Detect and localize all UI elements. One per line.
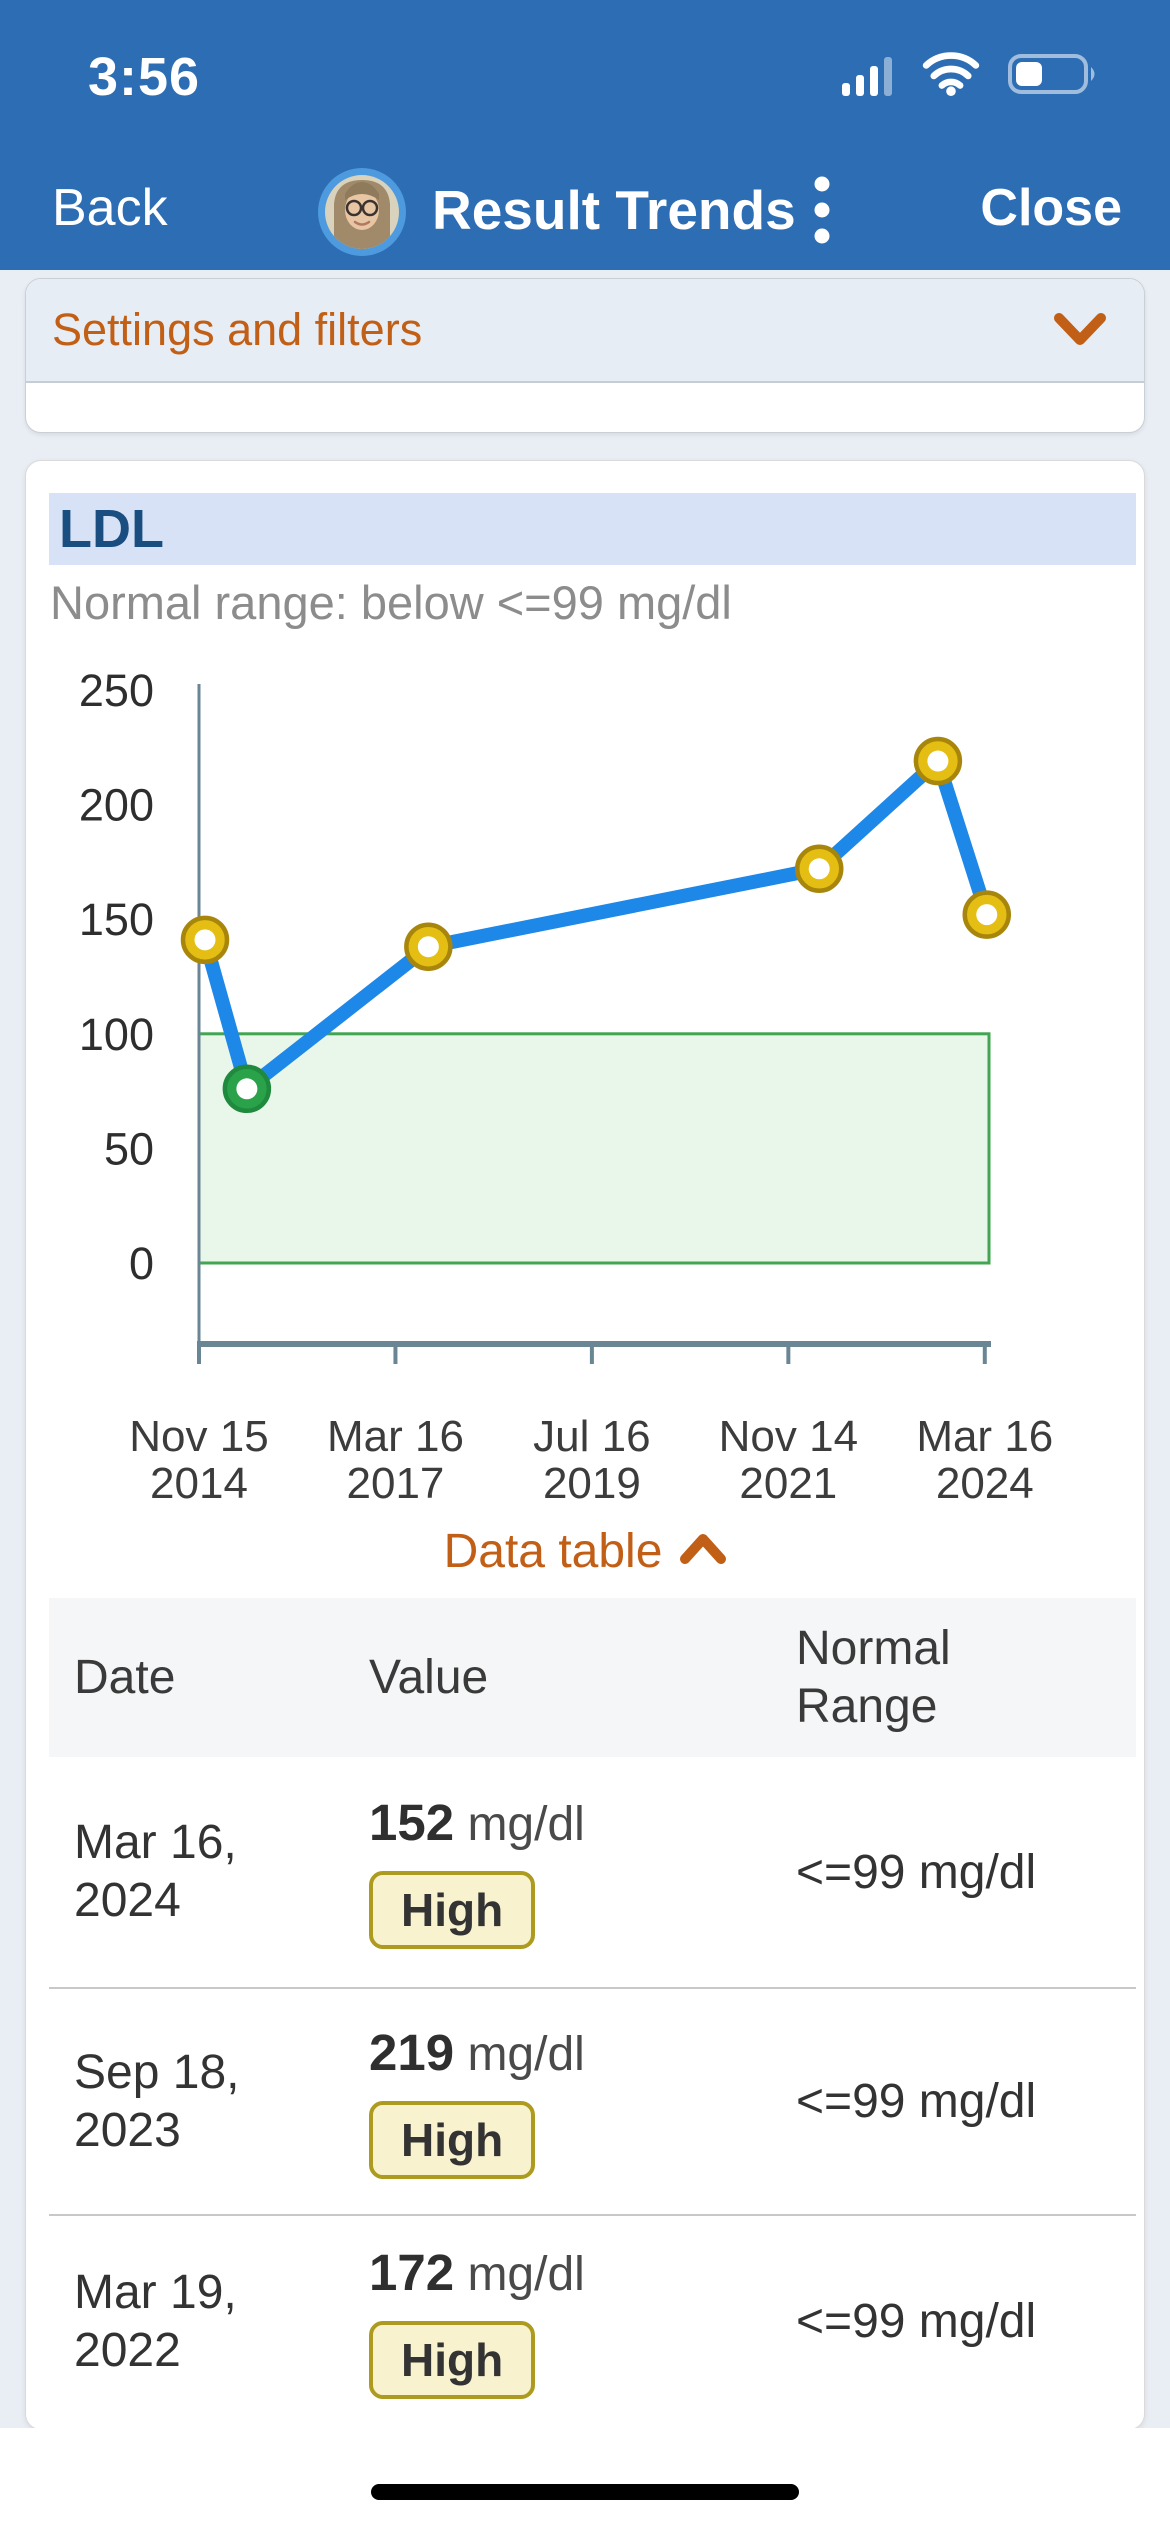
cell-date: Mar 19, 2022	[74, 2265, 237, 2377]
y-axis-tick-label: 200	[79, 780, 154, 831]
cell-value: 152 mg/dl High	[369, 1795, 796, 1949]
data-point-hole	[808, 858, 830, 880]
result-value: 152	[369, 1794, 455, 1851]
cellular-signal-icon	[842, 52, 894, 101]
data-table-toggle[interactable]: Data table	[26, 1519, 1144, 1583]
result-unit: mg/dl	[467, 2247, 585, 2301]
y-axis-tick-label: 250	[79, 665, 154, 716]
back-button[interactable]: Back	[52, 179, 168, 237]
trend-line	[198, 754, 994, 1096]
result-name: LDL	[59, 499, 164, 559]
high-flag-badge: High	[369, 2320, 536, 2399]
cell-normal-range: <=99 mg/dl	[796, 2075, 1037, 2128]
x-axis-tick-label: Nov 14	[719, 1412, 858, 1461]
table-row: Mar 19, 2022 172 mg/dl High <=99 mg/dl	[49, 2214, 1136, 2427]
ldl-trend-chart: 250 200 150 100 50 0 Nov 15 2014 Mar 16 2017 Jul 1…	[26, 621, 1144, 1513]
normal-range-band	[197, 1032, 991, 1265]
result-unit: mg/dl	[467, 1798, 585, 1851]
column-header-date: Date	[74, 1651, 176, 1704]
close-button[interactable]: Close	[980, 179, 1122, 237]
chevron-up-icon	[680, 1533, 727, 1570]
chevron-down-icon	[1054, 313, 1106, 352]
column-header-normal-range: Normal Range	[796, 1621, 951, 1733]
overflow-menu-button[interactable]	[806, 170, 838, 254]
status-icons	[842, 52, 1098, 101]
result-card: LDL Normal range: below <=99 mg/dl 250 20…	[25, 460, 1145, 2430]
result-value: 172	[369, 2243, 455, 2301]
settings-filters-label: Settings and filters	[52, 304, 423, 355]
table-row: Mar 16, 2024 152 mg/dl High <=99 mg/dl	[49, 1757, 1136, 1987]
result-name-band: LDL	[49, 493, 1136, 565]
x-axis-tick-label: 2014	[150, 1459, 248, 1508]
y-axis-tick-label: 50	[104, 1123, 154, 1174]
x-axis-tick-label: Jul 16	[533, 1412, 650, 1461]
table-body: Mar 16, 2024 152 mg/dl High <=99 mg/dl S…	[49, 1757, 1136, 2427]
x-axis-tick-label: Mar 16	[327, 1412, 464, 1461]
cell-date: Mar 16, 2024	[74, 1816, 237, 1927]
x-axis-tick-label: Nov 15	[129, 1412, 268, 1461]
high-flag-badge: High	[369, 1871, 536, 1949]
data-point-hole	[976, 904, 998, 926]
normal-range-note: Normal range: below <=99 mg/dl	[50, 576, 732, 629]
y-axis-tick-label: 100	[79, 1009, 154, 1060]
data-point-hole	[236, 1078, 258, 1100]
x-axis-tick-label: Mar 16	[916, 1412, 1053, 1461]
table-header-row: Date Value Normal Range	[49, 1598, 1136, 1757]
cell-value: 219 mg/dl High	[369, 2023, 796, 2179]
app-header: 3:56	[0, 0, 1170, 270]
wifi-icon	[922, 52, 980, 101]
cell-normal-range: <=99 mg/dl	[796, 2295, 1037, 2348]
x-axis-tick-label: 2021	[739, 1459, 837, 1508]
cell-date: Sep 18, 2023	[74, 2045, 240, 2157]
page-title: Result Trends	[432, 179, 796, 241]
cell-value: 172 mg/dl High	[369, 2243, 796, 2399]
bottom-area	[0, 2428, 1170, 2532]
settings-filters-toggle[interactable]: Settings and filters	[26, 279, 1144, 383]
column-header-value: Value	[369, 1651, 489, 1704]
result-unit: mg/dl	[467, 2027, 585, 2081]
x-axis-tick-label: 2017	[347, 1459, 445, 1508]
x-axis-tick-label: 2024	[936, 1459, 1034, 1508]
avatar[interactable]	[318, 168, 406, 256]
x-axis-tick-label: 2019	[543, 1459, 641, 1508]
data-point-hole	[417, 936, 439, 958]
y-axis-tick-label: 0	[129, 1238, 154, 1289]
cell-normal-range: <=99 mg/dl	[796, 1845, 1037, 1899]
result-value: 219	[369, 2023, 455, 2081]
status-time: 3:56	[88, 47, 201, 107]
table-row: Sep 18, 2023 219 mg/dl High <=99 mg/dl	[49, 1987, 1136, 2214]
high-flag-badge: High	[369, 2100, 536, 2179]
home-indicator[interactable]	[371, 2484, 799, 2500]
data-point-hole	[927, 750, 949, 772]
data-point-hole	[194, 929, 216, 951]
settings-card: Settings and filters	[25, 278, 1145, 433]
data-table-toggle-label: Data table	[443, 1524, 663, 1578]
battery-icon	[1008, 52, 1098, 101]
y-axis-tick-label: 150	[79, 894, 154, 945]
